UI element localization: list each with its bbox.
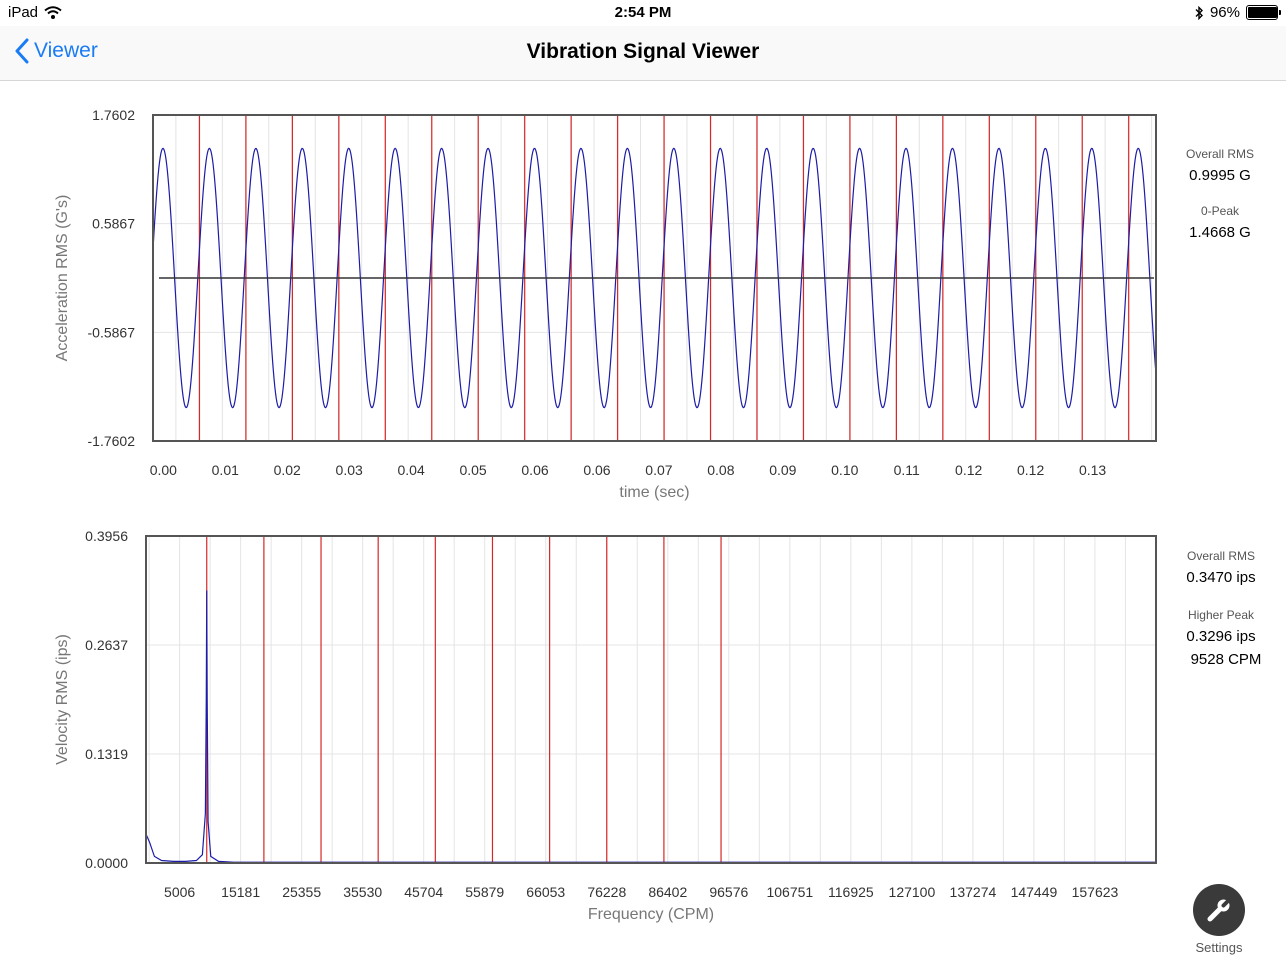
x-tick-label: 0.01	[212, 462, 239, 478]
settings-label: Settings	[1195, 940, 1243, 955]
x-tick-label: 0.11	[894, 462, 920, 478]
battery-fill	[1248, 7, 1277, 18]
spectrum-stats: Overall RMS 0.3470 ips Higher Peak 0.329…	[1161, 549, 1281, 668]
y-tick-label: 1.7602	[92, 107, 135, 123]
y-tick-label: 0.2637	[85, 637, 128, 653]
x-tick-label: 0.07	[645, 462, 672, 478]
x-tick-label: 147449	[1011, 884, 1058, 900]
x-tick-label: 0.08	[707, 462, 734, 478]
battery-icon	[1246, 5, 1281, 20]
x-tick-label: 127100	[889, 884, 936, 900]
y-tick-label: -0.5867	[88, 324, 136, 340]
y-tick-label: -1.7602	[88, 433, 136, 449]
x-tick-label: 0.13	[1079, 462, 1106, 478]
x-tick-label: 0.04	[398, 462, 425, 478]
status-right: 96%	[1194, 4, 1281, 21]
x-tick-label: 0.05	[459, 462, 486, 478]
battery-cap	[1279, 10, 1281, 15]
status-bar: iPad 2:54 PM 96%	[0, 0, 1286, 26]
waveform-chart[interactable]: 1.7602 0.5867 -0.5867 -1.7602 0.00 0.01 0.02 0.…	[54, 107, 1157, 501]
device-name: iPad	[8, 4, 39, 21]
higher-peak-label: Higher Peak	[1187, 608, 1255, 622]
x-tick-label: 0.09	[769, 462, 796, 478]
waveform-overall-rms-label: Overall RMS	[1185, 147, 1254, 161]
signal-series	[152, 147, 1157, 409]
y-tick-label: 0.3956	[85, 528, 128, 544]
battery-percent: 96%	[1209, 4, 1240, 21]
higher-peak-frequency: 9528 CPM	[1190, 651, 1262, 668]
y-tick-label: 0.0000	[85, 855, 128, 871]
x-tick-label: 137274	[950, 884, 997, 900]
wifi-icon	[44, 6, 62, 19]
x-tick-label: 15181	[221, 884, 260, 900]
plot-frame	[145, 535, 1157, 864]
x-tick-label: 0.12	[955, 462, 982, 478]
x-tick-label: 86402	[648, 884, 687, 900]
settings-button[interactable]: Settings	[1186, 884, 1252, 955]
x-tick-label: 0.12	[1017, 462, 1044, 478]
x-tick-label: 76228	[587, 884, 626, 900]
x-tick-label: 0.10	[831, 462, 858, 478]
page-title: Vibration Signal Viewer	[526, 40, 760, 63]
y-axis-title: Acceleration RMS (G's)	[54, 195, 71, 362]
waveform-peak-value: 1.4668 G	[1189, 224, 1251, 241]
spectrum-overall-rms-value: 0.3470 ips	[1186, 569, 1256, 586]
x-tick-label: 0.02	[274, 462, 301, 478]
x-tick-label: 35530	[343, 884, 382, 900]
y-tick-label: 0.5867	[92, 216, 135, 232]
chevron-left-icon	[15, 38, 29, 64]
x-tick-label: 0.06	[521, 462, 548, 478]
waveform-stats: Overall RMS 0.9995 G 0-Peak 1.4668 G	[1160, 147, 1280, 241]
x-tick-label: 96576	[709, 884, 748, 900]
higher-peak-value: 0.3296 ips	[1186, 628, 1256, 645]
navigation-bar: Viewer Vibration Signal Viewer	[0, 26, 1286, 81]
spectrum-chart[interactable]: 0.3956 0.2637 0.1319 0.0000 5006 15181 25355 35…	[54, 528, 1157, 923]
status-left: iPad	[8, 4, 62, 21]
status-time: 2:54 PM	[614, 4, 672, 21]
x-tick-label: 0.06	[583, 462, 610, 478]
y-axis-title: Velocity RMS (ips)	[54, 634, 71, 765]
x-tick-label: 5006	[164, 884, 195, 900]
x-tick-label: 0.00	[150, 462, 177, 478]
x-tick-label: 25355	[282, 884, 321, 900]
x-tick-label: 116925	[828, 884, 874, 900]
x-tick-label: 55879	[465, 884, 504, 900]
wrench-icon	[1207, 898, 1231, 922]
x-tick-label: 66053	[526, 884, 565, 900]
spectrum-overall-rms-label: Overall RMS	[1186, 549, 1255, 563]
x-axis-title: time (sec)	[619, 484, 689, 501]
x-tick-label: 0.03	[336, 462, 363, 478]
plot-frame	[152, 114, 1157, 442]
back-label: Viewer	[34, 39, 98, 62]
back-button[interactable]: Viewer	[14, 38, 98, 64]
x-tick-label: 106751	[766, 884, 813, 900]
settings-circle	[1193, 884, 1245, 936]
waveform-overall-rms-value: 0.9995 G	[1189, 167, 1251, 184]
signal-series	[145, 590, 1156, 863]
bluetooth-icon	[1195, 5, 1203, 20]
y-tick-label: 0.1319	[85, 746, 128, 762]
waveform-peak-label: 0-Peak	[1200, 204, 1240, 218]
x-axis-title: Frequency (CPM)	[588, 906, 714, 923]
x-tick-label: 45704	[404, 884, 443, 900]
x-tick-label: 157623	[1072, 884, 1119, 900]
